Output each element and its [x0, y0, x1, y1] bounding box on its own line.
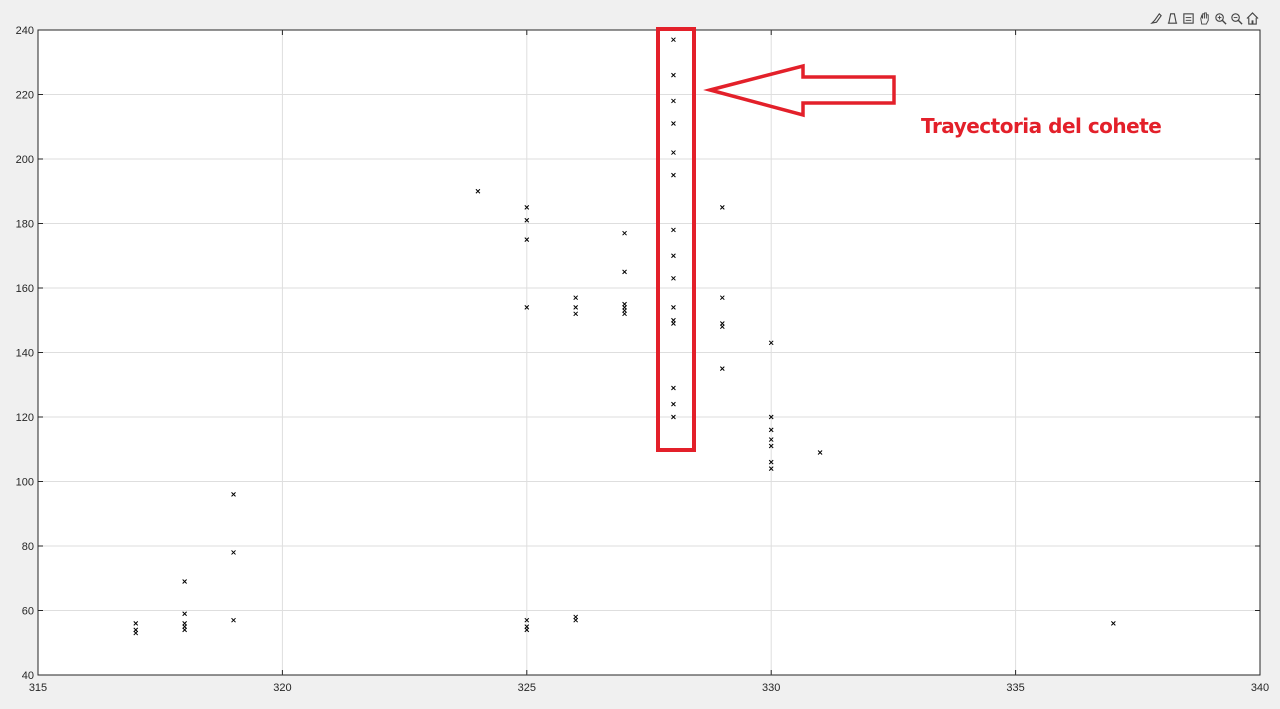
- scatter-point: [133, 621, 139, 626]
- y-tick-label: 80: [22, 541, 34, 553]
- y-tick-label: 100: [16, 477, 34, 489]
- scatter-point: [622, 311, 627, 317]
- scatter-point: [719, 205, 725, 210]
- scatter-point: [524, 627, 530, 633]
- scatter-point: [573, 617, 579, 623]
- grid-lines: [38, 30, 1260, 675]
- scatter-point: [768, 459, 774, 465]
- scatter-point: [768, 427, 774, 433]
- scatter-point: [524, 617, 530, 623]
- scatter-point: [182, 627, 187, 633]
- scatter-point: [622, 230, 627, 236]
- annotation-label: Trayectoria del cohete: [921, 114, 1162, 138]
- brush-icon[interactable]: [1149, 10, 1164, 27]
- y-tick-label: 120: [16, 412, 34, 424]
- scatter-point: [671, 385, 676, 391]
- scatter-point: [671, 321, 676, 326]
- scatter-point: [182, 579, 187, 584]
- y-tick-label: 40: [22, 670, 34, 682]
- scatter-point: [768, 443, 774, 449]
- annotation-arrow: [703, 63, 896, 118]
- scatter-point: [671, 121, 676, 126]
- x-tick-label: 320: [273, 682, 291, 694]
- scatter-point: [475, 188, 481, 194]
- y-tick-label: 180: [16, 219, 34, 231]
- scatter-point: [671, 172, 676, 178]
- y-tick-label: 140: [16, 348, 34, 360]
- x-axis-ticks: 315 320 325 330 335 340: [29, 30, 1269, 694]
- x-tick-label: 325: [518, 682, 536, 694]
- scatter-point: [719, 295, 725, 301]
- scatter-point: [671, 37, 676, 43]
- scatter-point: [768, 414, 774, 420]
- x-tick-label: 315: [29, 682, 47, 694]
- scatter-point: [719, 324, 725, 330]
- zoom-out-icon[interactable]: [1229, 10, 1244, 27]
- scatter-point: [671, 150, 676, 155]
- home-icon[interactable]: [1245, 10, 1260, 27]
- scatter-point: [231, 550, 236, 555]
- scatter-point: [524, 304, 530, 310]
- scatter-point: [719, 366, 725, 371]
- scatter-point: [671, 304, 676, 310]
- highlight-box: [656, 27, 696, 452]
- y-tick-label: 200: [16, 154, 34, 166]
- scatter-point: [671, 414, 676, 420]
- data-tips-icon[interactable]: [1165, 10, 1180, 27]
- y-axis-ticks: 40 60 80 100 120 140 160 180 200 220 240: [16, 25, 1260, 682]
- scatter-point: [768, 340, 774, 346]
- scatter-point: [671, 275, 676, 281]
- y-tick-label: 160: [16, 283, 34, 295]
- scatter-point: [671, 227, 676, 233]
- x-tick-label: 335: [1006, 682, 1024, 694]
- axes-toolbar: [1149, 10, 1260, 27]
- scatter-point: [817, 450, 823, 455]
- scatter-point: [671, 401, 676, 407]
- y-tick-label: 240: [16, 25, 34, 37]
- scatter-point: [524, 237, 530, 242]
- x-tick-label: 330: [762, 682, 780, 694]
- scatter-point: [182, 611, 187, 617]
- scatter-point: [622, 269, 627, 275]
- scatter-point: [671, 72, 676, 78]
- zoom-in-icon[interactable]: [1213, 10, 1228, 27]
- scatter-point: [671, 253, 676, 259]
- scatter-point: [573, 304, 579, 310]
- scatter-point: [231, 617, 236, 623]
- scatter-point: [573, 311, 579, 317]
- x-tick-label: 340: [1251, 682, 1269, 694]
- y-tick-label: 60: [22, 606, 34, 618]
- pan-icon[interactable]: [1197, 10, 1212, 27]
- scatter-point: [231, 492, 236, 497]
- save-icon[interactable]: [1181, 10, 1196, 27]
- scatter-point: [768, 437, 774, 442]
- y-tick-label: 220: [16, 90, 34, 102]
- scatter-point: [573, 295, 579, 301]
- scatter-point: [524, 205, 530, 210]
- scatter-point: [1111, 621, 1116, 626]
- scatter-point: [524, 217, 530, 223]
- scatter-point: [768, 466, 774, 471]
- scatter-point: [671, 98, 676, 104]
- scatter-point: [133, 630, 139, 636]
- scatter-points: [133, 37, 1116, 636]
